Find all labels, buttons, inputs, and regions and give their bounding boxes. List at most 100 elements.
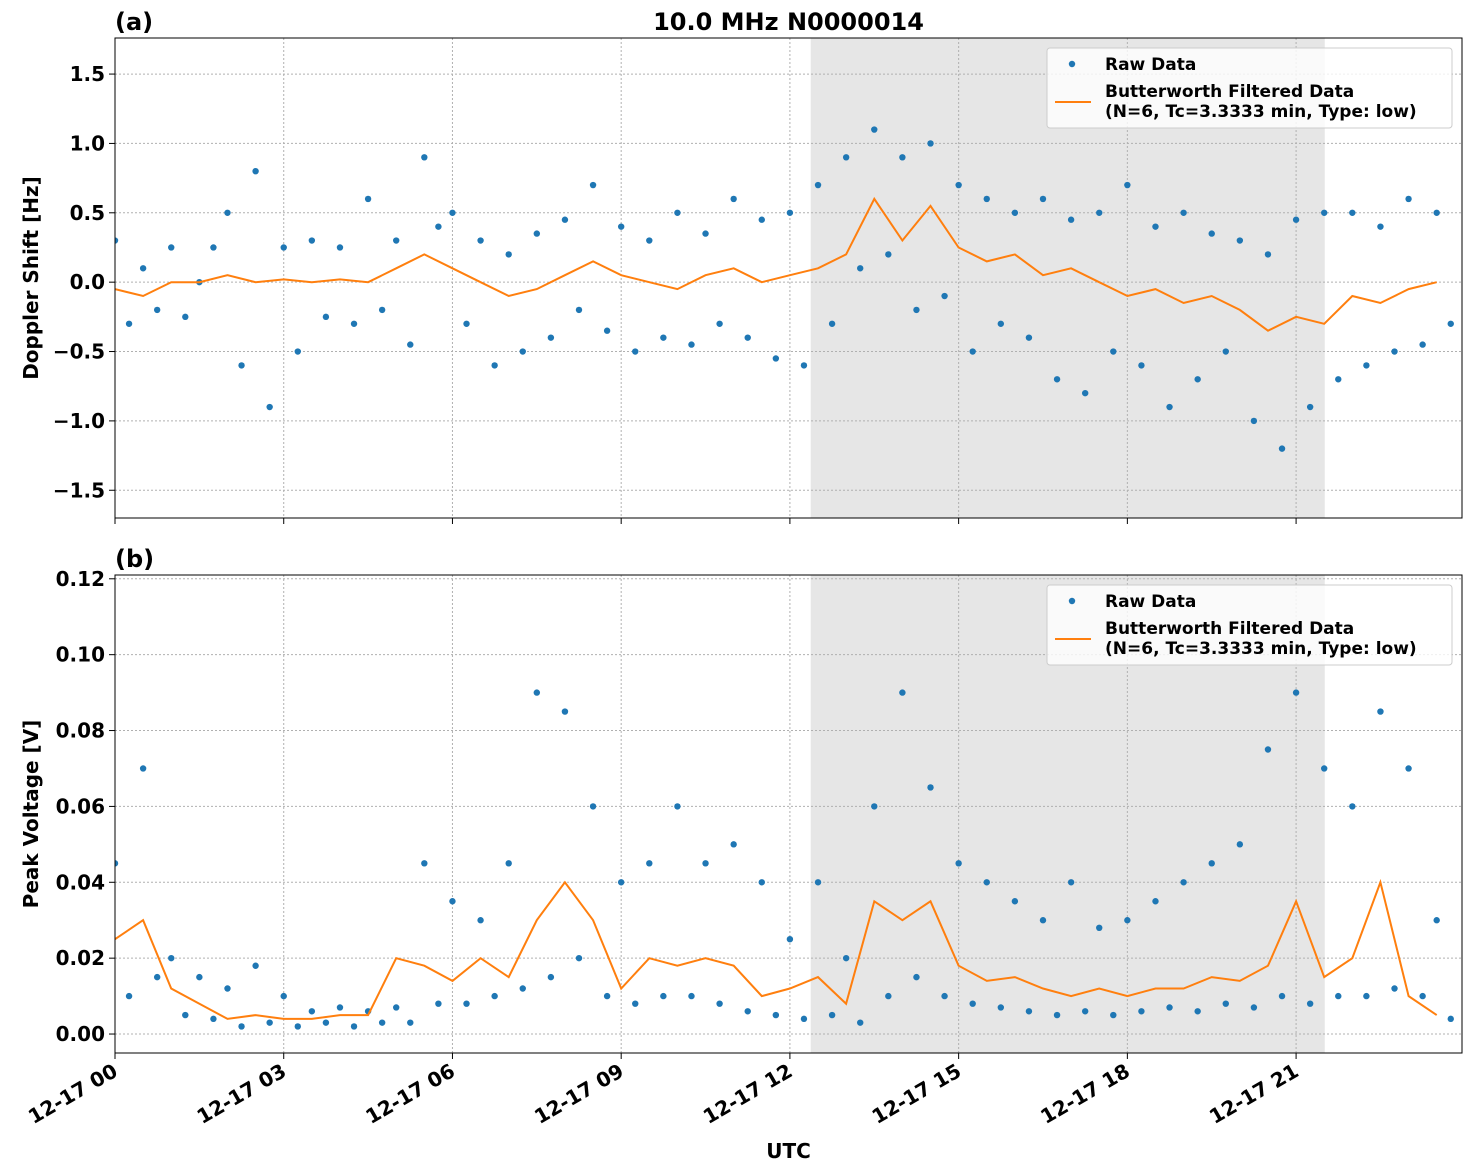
legend-line-text: Butterworth Filtered Data <box>1105 82 1354 102</box>
raw-point <box>744 1008 751 1015</box>
raw-point <box>899 154 906 161</box>
raw-point <box>364 195 372 203</box>
raw-point <box>196 973 203 981</box>
x-tick-label: 12-17 06 <box>361 1059 459 1129</box>
raw-point <box>378 306 386 314</box>
raw-point <box>814 879 822 886</box>
raw-point <box>224 209 231 216</box>
raw-point <box>125 320 133 327</box>
raw-point <box>1433 917 1440 924</box>
raw-point <box>1194 376 1201 383</box>
raw-point <box>182 1011 189 1019</box>
raw-point <box>224 985 231 992</box>
raw-point <box>1124 917 1131 924</box>
y-tick-label: 1.5 <box>70 62 105 86</box>
raw-point <box>393 237 400 244</box>
raw-point <box>421 860 428 867</box>
legend-label: Raw Data <box>1105 55 1196 75</box>
raw-point <box>1447 320 1454 327</box>
raw-point <box>1011 209 1019 216</box>
raw-point <box>1096 209 1103 216</box>
raw-point <box>238 1023 245 1030</box>
raw-point <box>1180 209 1187 216</box>
raw-point <box>772 1011 780 1019</box>
raw-point <box>1011 898 1019 905</box>
raw-point <box>1166 1004 1173 1011</box>
raw-point <box>350 1023 358 1030</box>
raw-point <box>1025 334 1033 341</box>
y-tick-label: −0.5 <box>53 340 105 364</box>
plot-area <box>115 126 1454 452</box>
raw-point <box>758 879 765 886</box>
raw-point <box>561 708 569 715</box>
raw-point <box>533 689 541 696</box>
raw-point <box>1349 803 1356 810</box>
raw-point <box>1391 985 1398 992</box>
raw-point <box>393 1004 400 1011</box>
raw-point <box>210 244 217 251</box>
raw-point <box>1363 992 1370 1000</box>
raw-point <box>407 341 414 348</box>
raw-point <box>885 992 892 1000</box>
raw-point <box>252 167 259 175</box>
raw-point <box>308 237 316 244</box>
raw-point <box>1194 1008 1201 1015</box>
raw-point <box>294 1023 301 1030</box>
raw-point <box>871 803 878 810</box>
raw-point <box>1278 445 1286 452</box>
x-tick-label: 12-17 12 <box>699 1059 797 1129</box>
legend-marker <box>1068 597 1076 605</box>
raw-point <box>674 803 681 810</box>
raw-point <box>294 348 301 355</box>
raw-point <box>1222 348 1229 355</box>
raw-point <box>730 195 737 203</box>
y-tick-label: 0.06 <box>56 794 105 818</box>
raw-point <box>674 209 681 216</box>
filtered-line <box>115 878 1438 1020</box>
raw-point <box>716 320 723 327</box>
raw-point <box>1349 209 1356 216</box>
raw-point <box>280 992 287 1000</box>
legend-line-text: Butterworth Filtered Data <box>1105 619 1354 639</box>
raw-point <box>1166 403 1173 411</box>
raw-point <box>435 223 442 230</box>
raw-point <box>533 230 541 237</box>
raw-point <box>814 181 822 189</box>
raw-point <box>1377 708 1384 715</box>
raw-point <box>660 334 667 341</box>
raw-point <box>210 1015 217 1023</box>
raw-point <box>1081 389 1089 397</box>
raw-point <box>1208 860 1215 867</box>
raw-point <box>125 992 133 1000</box>
legend-box <box>1046 47 1453 129</box>
x-tick-label: 12-17 00 <box>24 1059 122 1129</box>
legend-label: Butterworth Filtered Data (N=6, Tc=3.3333… <box>1105 619 1417 659</box>
raw-point <box>716 1000 723 1007</box>
raw-point <box>168 244 175 251</box>
y-tick-label: 0.04 <box>56 870 105 894</box>
raw-point <box>308 1008 316 1015</box>
raw-point <box>828 1011 836 1019</box>
raw-point <box>1081 1008 1089 1015</box>
y-tick-label: −1.0 <box>53 409 105 433</box>
raw-point <box>617 223 625 230</box>
raw-point <box>1067 879 1075 886</box>
raw-point <box>1321 765 1328 772</box>
raw-point <box>463 1000 470 1007</box>
raw-point <box>1039 917 1047 924</box>
raw-point <box>1053 376 1061 383</box>
raw-point <box>519 985 526 992</box>
raw-point <box>1138 362 1145 369</box>
raw-point <box>1152 898 1159 905</box>
raw-point <box>1335 376 1342 383</box>
raw-point <box>575 954 583 962</box>
raw-point <box>266 403 273 411</box>
x-axis-label: UTC <box>766 1139 811 1163</box>
raw-point <box>1053 1011 1061 1019</box>
raw-point <box>435 1000 442 1007</box>
raw-point <box>1025 1008 1033 1015</box>
x-tick-label: 12-17 18 <box>1036 1059 1134 1129</box>
raw-point <box>1067 216 1075 223</box>
raw-point <box>955 181 962 189</box>
raw-point <box>857 265 864 272</box>
